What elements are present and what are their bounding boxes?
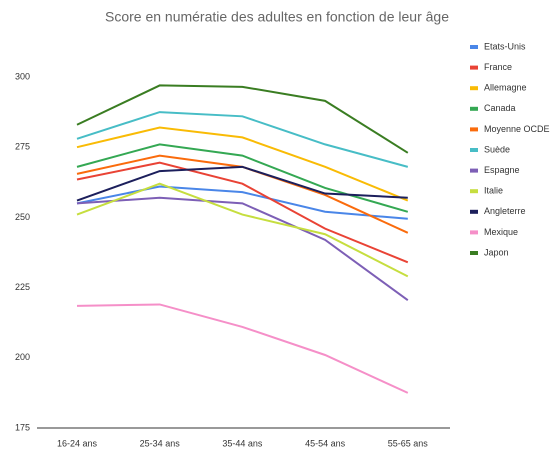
legend-label: Allemagne	[484, 83, 527, 93]
legend-label: Canada	[484, 103, 516, 113]
series-line	[76, 165, 408, 202]
legend-label: France	[484, 62, 512, 72]
legend-label: Moyenne OCDE	[484, 124, 550, 134]
legend-label: Suède	[484, 144, 510, 154]
y-tick-label: 200	[15, 352, 30, 362]
x-tick-label: 16-24 ans	[57, 438, 98, 448]
series-line	[76, 111, 409, 168]
legend-swatch	[470, 209, 478, 214]
legend-swatch	[470, 106, 478, 111]
legend-label: Angleterre	[484, 206, 526, 216]
series-line	[76, 84, 409, 154]
legend-swatch	[470, 65, 478, 70]
series-line	[76, 161, 409, 264]
y-tick-label: 300	[15, 71, 30, 81]
legend-label: Japon	[484, 247, 509, 257]
legend-label: Italie	[484, 186, 503, 196]
series-line	[76, 182, 409, 278]
series-line	[76, 185, 408, 220]
x-tick-label: 25-34 ans	[140, 438, 181, 448]
x-tick-label: 45-54 ans	[305, 438, 346, 448]
series-line	[76, 126, 409, 202]
legend-swatch	[470, 127, 478, 132]
y-tick-label: 250	[15, 212, 30, 222]
legend-label: Mexique	[484, 227, 518, 237]
y-tick-label: 175	[15, 422, 30, 432]
y-tick-label: 225	[15, 282, 30, 292]
legend-swatch	[470, 86, 478, 91]
x-tick-label: 55-65 ans	[388, 438, 429, 448]
legend-swatch	[470, 148, 478, 152]
legend-swatch	[470, 45, 478, 49]
x-tick-label: 35-44 ans	[222, 438, 263, 448]
legend-swatch	[470, 230, 478, 235]
chart-title: Score en numératie des adultes en foncti…	[105, 9, 449, 25]
series-line	[76, 196, 409, 302]
legend-swatch	[470, 189, 478, 194]
legend-swatch	[470, 168, 478, 173]
y-tick-label: 275	[15, 142, 30, 152]
legend-label: Espagne	[484, 165, 520, 175]
series-line	[76, 303, 409, 394]
series-line	[76, 143, 409, 213]
legend-label: Etats-Unis	[484, 41, 526, 51]
legend-swatch	[470, 251, 478, 255]
